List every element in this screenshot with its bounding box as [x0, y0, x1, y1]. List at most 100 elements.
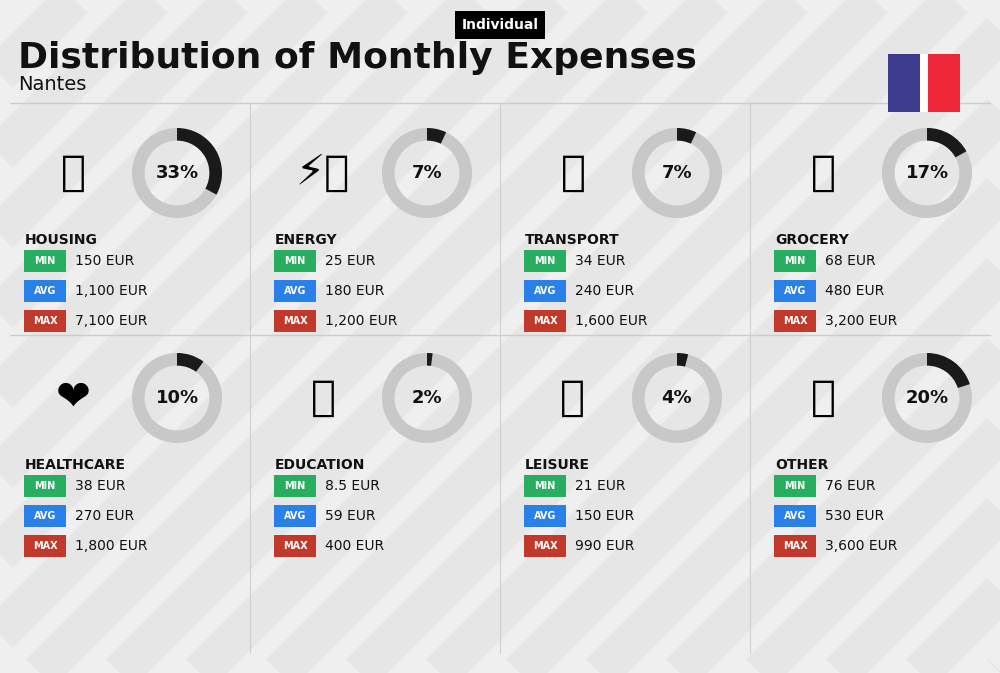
- FancyBboxPatch shape: [274, 310, 316, 332]
- FancyBboxPatch shape: [774, 280, 816, 302]
- Text: 400 EUR: 400 EUR: [325, 539, 384, 553]
- Text: HEALTHCARE: HEALTHCARE: [25, 458, 126, 472]
- FancyBboxPatch shape: [524, 505, 566, 527]
- Text: AVG: AVG: [284, 286, 306, 296]
- Wedge shape: [632, 353, 722, 443]
- Wedge shape: [927, 128, 966, 157]
- Text: MIN: MIN: [34, 256, 56, 266]
- Text: 7,100 EUR: 7,100 EUR: [75, 314, 147, 328]
- Text: 1,600 EUR: 1,600 EUR: [575, 314, 648, 328]
- Text: 21 EUR: 21 EUR: [575, 479, 626, 493]
- Text: Individual: Individual: [462, 18, 538, 32]
- Wedge shape: [927, 353, 970, 388]
- Text: 150 EUR: 150 EUR: [75, 254, 134, 268]
- FancyBboxPatch shape: [274, 475, 316, 497]
- FancyBboxPatch shape: [24, 250, 66, 272]
- Text: MAX: MAX: [783, 541, 807, 551]
- Text: AVG: AVG: [784, 286, 806, 296]
- Text: MAX: MAX: [533, 541, 557, 551]
- Text: 🛒: 🛒: [810, 152, 836, 194]
- FancyBboxPatch shape: [524, 535, 566, 557]
- Text: 20%: 20%: [905, 389, 949, 407]
- Wedge shape: [382, 353, 472, 443]
- Text: 150 EUR: 150 EUR: [575, 509, 634, 523]
- FancyBboxPatch shape: [24, 280, 66, 302]
- Text: 38 EUR: 38 EUR: [75, 479, 126, 493]
- Wedge shape: [677, 353, 688, 367]
- Text: 480 EUR: 480 EUR: [825, 284, 884, 298]
- Text: GROCERY: GROCERY: [775, 233, 849, 247]
- Text: MIN: MIN: [534, 481, 556, 491]
- FancyBboxPatch shape: [774, 535, 816, 557]
- FancyBboxPatch shape: [524, 475, 566, 497]
- FancyBboxPatch shape: [24, 310, 66, 332]
- Text: 34 EUR: 34 EUR: [575, 254, 625, 268]
- Text: ⚡🏠: ⚡🏠: [296, 152, 350, 194]
- Text: MIN: MIN: [784, 481, 806, 491]
- Text: MIN: MIN: [284, 481, 306, 491]
- Text: 4%: 4%: [662, 389, 692, 407]
- FancyBboxPatch shape: [774, 475, 816, 497]
- FancyBboxPatch shape: [24, 475, 66, 497]
- Text: 25 EUR: 25 EUR: [325, 254, 375, 268]
- Text: 530 EUR: 530 EUR: [825, 509, 884, 523]
- Text: AVG: AVG: [534, 511, 556, 521]
- Text: 🛍️: 🛍️: [560, 377, 586, 419]
- Text: MIN: MIN: [534, 256, 556, 266]
- Wedge shape: [382, 128, 472, 218]
- Wedge shape: [132, 353, 222, 443]
- FancyBboxPatch shape: [774, 310, 816, 332]
- FancyBboxPatch shape: [774, 250, 816, 272]
- FancyBboxPatch shape: [274, 505, 316, 527]
- Wedge shape: [677, 128, 696, 143]
- Text: MAX: MAX: [33, 316, 57, 326]
- FancyBboxPatch shape: [774, 505, 816, 527]
- Text: Distribution of Monthly Expenses: Distribution of Monthly Expenses: [18, 41, 697, 75]
- Text: AVG: AVG: [34, 286, 56, 296]
- Text: 👜: 👜: [810, 377, 836, 419]
- Text: 7%: 7%: [412, 164, 442, 182]
- Text: 33%: 33%: [155, 164, 199, 182]
- Text: MAX: MAX: [33, 541, 57, 551]
- Text: AVG: AVG: [784, 511, 806, 521]
- Text: MAX: MAX: [283, 316, 307, 326]
- Text: 1,200 EUR: 1,200 EUR: [325, 314, 397, 328]
- Text: HOUSING: HOUSING: [25, 233, 98, 247]
- Text: 🚌: 🚌: [560, 152, 586, 194]
- Text: MAX: MAX: [783, 316, 807, 326]
- Text: AVG: AVG: [34, 511, 56, 521]
- Text: 2%: 2%: [412, 389, 442, 407]
- Text: 1,100 EUR: 1,100 EUR: [75, 284, 148, 298]
- Text: ENERGY: ENERGY: [275, 233, 338, 247]
- Text: TRANSPORT: TRANSPORT: [525, 233, 620, 247]
- Text: 🏢: 🏢: [60, 152, 86, 194]
- Text: 76 EUR: 76 EUR: [825, 479, 876, 493]
- Text: ❤️: ❤️: [56, 377, 90, 419]
- Wedge shape: [632, 128, 722, 218]
- Wedge shape: [882, 353, 972, 443]
- Text: AVG: AVG: [284, 511, 306, 521]
- Text: 240 EUR: 240 EUR: [575, 284, 634, 298]
- Wedge shape: [427, 128, 446, 143]
- Text: Nantes: Nantes: [18, 75, 86, 94]
- Text: AVG: AVG: [534, 286, 556, 296]
- Wedge shape: [132, 128, 222, 218]
- FancyBboxPatch shape: [888, 54, 920, 112]
- Wedge shape: [427, 353, 433, 366]
- Text: MIN: MIN: [784, 256, 806, 266]
- Text: OTHER: OTHER: [775, 458, 828, 472]
- FancyBboxPatch shape: [928, 54, 960, 112]
- Text: 3,200 EUR: 3,200 EUR: [825, 314, 897, 328]
- Wedge shape: [882, 128, 972, 218]
- Text: MIN: MIN: [34, 481, 56, 491]
- Text: 17%: 17%: [905, 164, 949, 182]
- Text: 68 EUR: 68 EUR: [825, 254, 876, 268]
- Text: 270 EUR: 270 EUR: [75, 509, 134, 523]
- FancyBboxPatch shape: [920, 54, 928, 112]
- Text: 180 EUR: 180 EUR: [325, 284, 384, 298]
- Wedge shape: [177, 353, 203, 371]
- Text: 10%: 10%: [155, 389, 199, 407]
- Text: MAX: MAX: [533, 316, 557, 326]
- Text: 1,800 EUR: 1,800 EUR: [75, 539, 148, 553]
- FancyBboxPatch shape: [524, 280, 566, 302]
